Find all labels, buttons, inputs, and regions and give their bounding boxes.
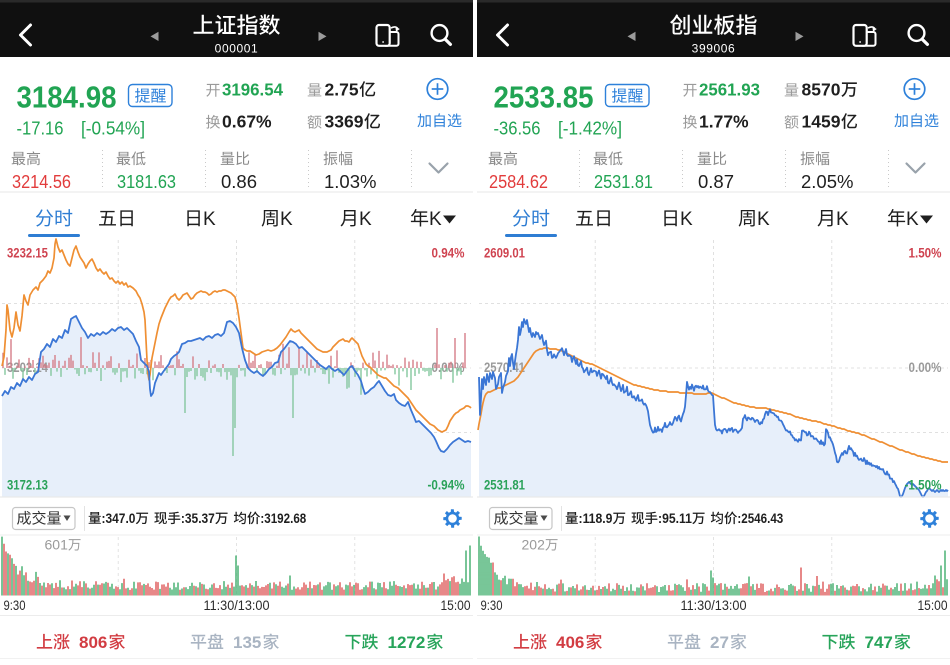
svg-text:K: K: [359, 209, 372, 230]
svg-text:-0.94%: -0.94%: [428, 478, 465, 493]
svg-text:3184.98: 3184.98: [17, 80, 117, 115]
svg-text:399006: 399006: [692, 42, 736, 56]
svg-text:0.00%: 0.00%: [909, 360, 942, 375]
svg-text:K: K: [203, 209, 216, 230]
svg-text:1459: 1459: [802, 112, 841, 132]
svg-text:000001: 000001: [215, 42, 259, 56]
svg-text:[-0.54%]: [-0.54%]: [81, 119, 145, 139]
svg-text:0.94%: 0.94%: [432, 246, 465, 261]
svg-text:0.00%: 0.00%: [432, 360, 465, 375]
svg-text:2531.81: 2531.81: [484, 478, 525, 493]
svg-text:9:30: 9:30: [481, 597, 503, 613]
svg-text:-36.56: -36.56: [494, 119, 541, 139]
svg-text:1272: 1272: [388, 633, 426, 652]
svg-text:3196.54: 3196.54: [222, 80, 283, 100]
svg-text:15:00: 15:00: [441, 597, 471, 613]
svg-text:K: K: [836, 209, 849, 230]
svg-text:0.86: 0.86: [221, 171, 257, 192]
svg-text:8570: 8570: [802, 80, 841, 100]
svg-text:K: K: [906, 209, 919, 230]
svg-text:0.87: 0.87: [698, 171, 734, 192]
svg-text:1.50%: 1.50%: [909, 246, 942, 261]
svg-text:3172.13: 3172.13: [7, 478, 48, 493]
svg-text:202: 202: [522, 537, 546, 553]
svg-text:1.03%: 1.03%: [324, 171, 376, 192]
svg-text:3369: 3369: [325, 112, 364, 132]
svg-text::118.9: :118.9: [579, 511, 613, 526]
svg-text:2561.93: 2561.93: [699, 80, 760, 100]
svg-text:9:30: 9:30: [4, 597, 26, 613]
svg-text:0.67%: 0.67%: [222, 112, 272, 132]
svg-text::347.0: :347.0: [102, 511, 136, 526]
svg-text:3232.15: 3232.15: [7, 246, 48, 261]
svg-text:2531.81: 2531.81: [594, 171, 653, 192]
svg-text:2584.62: 2584.62: [489, 171, 548, 192]
svg-text:2.75: 2.75: [325, 80, 359, 100]
svg-text:406: 406: [556, 633, 584, 652]
svg-text:1.77%: 1.77%: [699, 112, 749, 132]
svg-text:2533.85: 2533.85: [494, 80, 594, 115]
svg-text:2609.01: 2609.01: [484, 246, 525, 261]
svg-text:27: 27: [710, 633, 729, 652]
svg-text:3214.56: 3214.56: [12, 171, 71, 192]
svg-text:[-1.42%]: [-1.42%]: [558, 119, 622, 139]
svg-text:K: K: [429, 209, 442, 230]
svg-text:K: K: [680, 209, 693, 230]
svg-text::35.37: :35.37: [181, 511, 215, 526]
svg-text:-1.50%: -1.50%: [905, 478, 942, 493]
svg-text:K: K: [757, 209, 770, 230]
svg-text:K: K: [280, 209, 293, 230]
svg-text::95.11: :95.11: [658, 511, 692, 526]
svg-text:806: 806: [79, 633, 107, 652]
svg-text:11:30/13:00: 11:30/13:00: [681, 597, 747, 613]
svg-text::2546.43: :2546.43: [737, 511, 783, 526]
svg-text:747: 747: [865, 633, 893, 652]
svg-text:135: 135: [233, 633, 261, 652]
svg-text:3181.63: 3181.63: [117, 171, 176, 192]
svg-text::3192.68: :3192.68: [260, 511, 306, 526]
svg-text:11:30/13:00: 11:30/13:00: [204, 597, 270, 613]
svg-text:15:00: 15:00: [918, 597, 948, 613]
svg-text:-17.16: -17.16: [17, 119, 64, 139]
svg-text:2.05%: 2.05%: [801, 171, 853, 192]
svg-text:601: 601: [45, 537, 69, 553]
